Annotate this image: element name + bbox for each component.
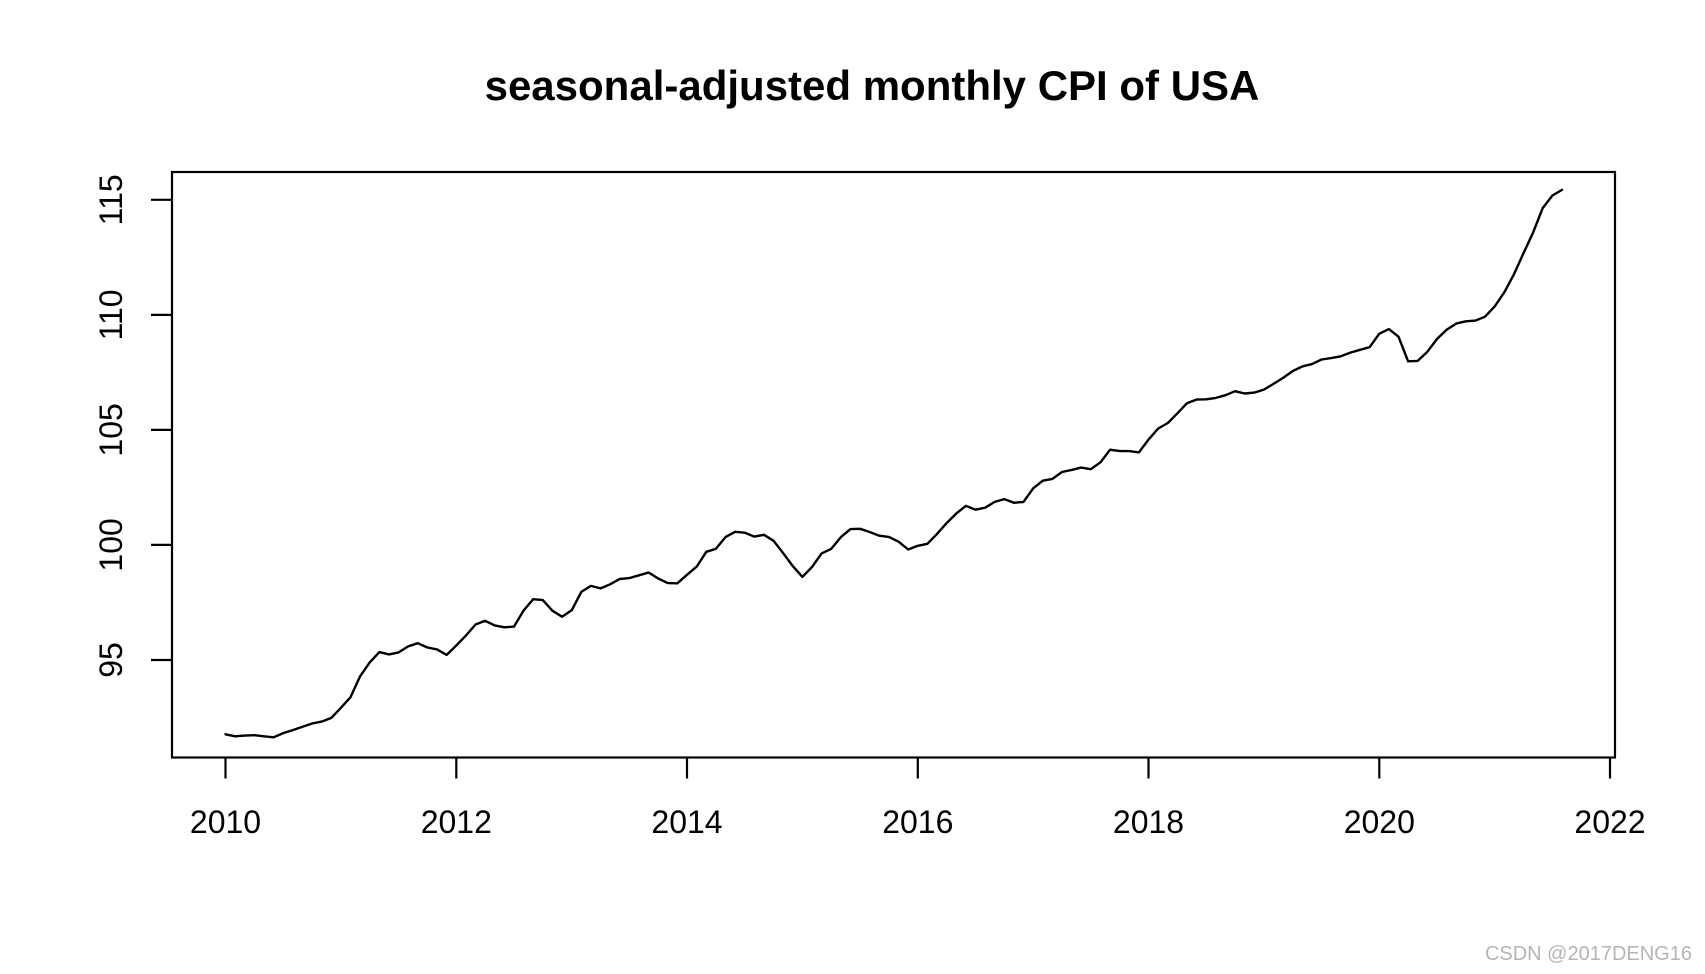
x-tick-label: 2014 xyxy=(651,804,722,840)
chart-title: seasonal-adjusted monthly CPI of USA xyxy=(485,62,1260,109)
y-tick-label: 110 xyxy=(93,289,129,340)
x-tick-label: 2020 xyxy=(1344,804,1415,840)
x-tick-label: 2012 xyxy=(421,804,492,840)
y-tick-label: 115 xyxy=(93,174,129,225)
x-tick-label: 2016 xyxy=(882,804,953,840)
watermark: CSDN @2017DENG16 xyxy=(1484,943,1692,965)
plot-box xyxy=(170,170,1617,759)
y-axis: 95 100 105 110 115 xyxy=(93,174,172,678)
x-tick-label: 2010 xyxy=(190,804,261,840)
y-tick-label: 95 xyxy=(93,642,129,678)
cpi-series-line xyxy=(224,188,1564,739)
y-tick-label: 100 xyxy=(93,518,129,571)
x-tick-label: 2022 xyxy=(1574,804,1645,840)
y-tick-label: 105 xyxy=(93,403,129,456)
x-axis: 2010 2012 2014 2016 2018 2020 2022 xyxy=(190,757,1646,840)
x-tick-label: 2018 xyxy=(1113,804,1184,840)
